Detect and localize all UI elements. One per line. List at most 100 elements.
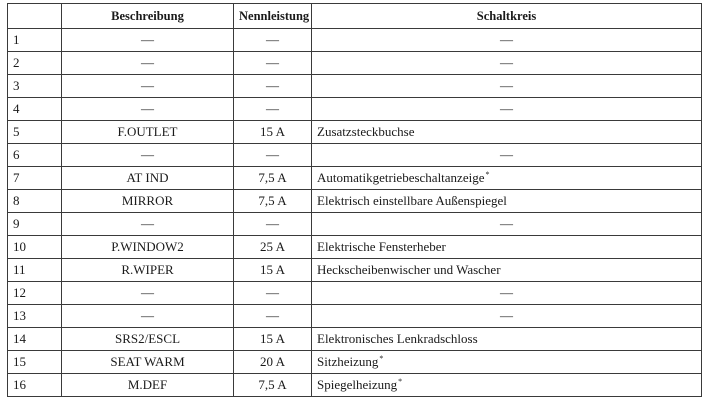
fuse-circuit: Elektronisches Lenkradschloss: [311, 327, 702, 351]
fuse-circuit-text: Heckscheibenwischer und Wascher: [317, 262, 501, 277]
fuse-number: 15: [7, 350, 62, 374]
fuse-circuit: Elektrisch einstellbare Außenspiegel: [311, 189, 702, 213]
fuse-number: 11: [7, 258, 62, 282]
fuse-circuit-text: Zusatzsteckbuchse: [317, 124, 415, 139]
fuse-circuit-text: Automatikgetriebeschaltanzeige: [317, 170, 485, 185]
fuse-rating: —: [233, 212, 312, 236]
fuse-circuit: —: [311, 281, 702, 305]
fuse-number: 13: [7, 304, 62, 328]
fuse-rating: 15 A: [233, 120, 312, 144]
table-row: 14 SRS2/ESCL 15 A Elektronisches Lenkradsch…: [7, 327, 702, 351]
fuse-circuit-text: —: [500, 55, 513, 70]
fuse-number: 10: [7, 235, 62, 259]
fuse-description: MIRROR: [61, 189, 234, 213]
table-row: 4— — —: [7, 97, 702, 121]
table-row: 10 P.WINDOW2 25 A Elektrische Fensterheber: [7, 235, 702, 259]
table-row: 2— — —: [7, 51, 702, 75]
fuse-circuit-text: —: [500, 78, 513, 93]
fuse-circuit-text: Elektronisches Lenkradschloss: [317, 331, 478, 346]
fuse-circuit: Zusatzsteckbuchse: [311, 120, 702, 144]
table-row: 1— — —: [7, 28, 702, 52]
fuse-description: —: [61, 97, 234, 121]
fuse-circuit: Elektrische Fensterheber: [311, 235, 702, 259]
fuse-description: AT IND: [61, 166, 234, 190]
fuse-number: 9: [7, 212, 62, 236]
fuse-circuit: Automatikgetriebeschaltanzeige*: [311, 166, 702, 190]
fuse-circuit: Heckscheibenwischer und Wascher: [311, 258, 702, 282]
table-header: Beschreibung Nennleistung Schaltkreis: [7, 3, 702, 29]
table-row: 13— — —: [7, 304, 702, 328]
fuse-rating: 7,5 A: [233, 166, 312, 190]
fuse-rating: —: [233, 28, 312, 52]
fuse-circuit-text: —: [500, 216, 513, 231]
table-row: 5 F.OUTLET 15 A Zusatzsteckbuchse: [7, 120, 702, 144]
table-row: 3— — —: [7, 74, 702, 98]
fuse-description: M.DEF: [61, 373, 234, 397]
fuse-circuit: Spiegelheizung*: [311, 373, 702, 397]
fuse-number: 7: [7, 166, 62, 190]
table-row: 8 MIRROR 7,5 A Elektrisch einstellbare Auße…: [7, 189, 702, 213]
fuse-description: SEAT WARM: [61, 350, 234, 374]
fuse-number: 5: [7, 120, 62, 144]
fuse-rating: 15 A: [233, 258, 312, 282]
fuse-circuit-text: Sitzheizung: [317, 354, 379, 369]
fuse-circuit-text: Spiegelheizung: [317, 377, 398, 392]
fuse-circuit-text: Elektrisch einstellbare Außenspiegel: [317, 193, 507, 208]
fuse-description: F.OUTLET: [61, 120, 234, 144]
fuse-description: —: [61, 304, 234, 328]
fuse-circuit: —: [311, 143, 702, 167]
header-number: [7, 3, 62, 29]
fuse-rating: —: [233, 143, 312, 167]
fuse-rating: 7,5 A: [233, 373, 312, 397]
fuse-description: —: [61, 212, 234, 236]
table-row: 16 M.DEF 7,5 A Spiegelheizung*: [7, 373, 702, 397]
fuse-circuit: —: [311, 212, 702, 236]
fuse-number: 2: [7, 51, 62, 75]
fuse-circuit-text: Elektrische Fensterheber: [317, 239, 446, 254]
fuse-circuit-text: —: [500, 285, 513, 300]
fuse-number: 6: [7, 143, 62, 167]
fuse-rating: —: [233, 74, 312, 98]
table-row: 12— — —: [7, 281, 702, 305]
fuse-description: —: [61, 143, 234, 167]
fuse-circuit-text: —: [500, 147, 513, 162]
fuse-rating: 7,5 A: [233, 189, 312, 213]
fuse-description: R.WIPER: [61, 258, 234, 282]
fuse-circuit-text: —: [500, 308, 513, 323]
fuse-description: —: [61, 28, 234, 52]
fuse-rating: —: [233, 281, 312, 305]
header-rating: Nennleistung: [233, 3, 312, 29]
fuse-description: P.WINDOW2: [61, 235, 234, 259]
table-row: 9— — —: [7, 212, 702, 236]
fuse-rating: 25 A: [233, 235, 312, 259]
footnote-asterisk: *: [379, 353, 384, 363]
fuse-rating: —: [233, 97, 312, 121]
fuse-rating: 20 A: [233, 350, 312, 374]
fuse-description: —: [61, 281, 234, 305]
fuse-description: —: [61, 74, 234, 98]
fuse-circuit: —: [311, 51, 702, 75]
fuse-rating: —: [233, 304, 312, 328]
fuse-circuit-text: —: [500, 101, 513, 116]
fuse-description: SRS2/ESCL: [61, 327, 234, 351]
fuse-circuit: —: [311, 28, 702, 52]
header-description: Beschreibung: [61, 3, 234, 29]
fuse-number: 12: [7, 281, 62, 305]
fuse-circuit: —: [311, 74, 702, 98]
fuse-number: 16: [7, 373, 62, 397]
fuse-rating: 15 A: [233, 327, 312, 351]
table-row: 7 AT IND 7,5 A Automatikgetriebeschaltanzei…: [7, 166, 702, 190]
fuse-number: 1: [7, 28, 62, 52]
fuse-number: 8: [7, 189, 62, 213]
table-body: 1— — —2— — —3— — —4— — —5 F.OUTLET 15 A Zusatzsteck…: [7, 28, 702, 397]
footnote-asterisk: *: [398, 376, 403, 386]
table-row: 6— — —: [7, 143, 702, 167]
fuse-table: Beschreibung Nennleistung Schaltkreis 1—…: [7, 3, 702, 397]
fuse-number: 3: [7, 74, 62, 98]
header-row: Beschreibung Nennleistung Schaltkreis: [7, 3, 702, 29]
fuse-description: —: [61, 51, 234, 75]
fuse-circuit: Sitzheizung*: [311, 350, 702, 374]
table-row: 15 SEAT WARM 20 A Sitzheizung*: [7, 350, 702, 374]
fuse-circuit: —: [311, 97, 702, 121]
fuse-circuit-text: —: [500, 32, 513, 47]
